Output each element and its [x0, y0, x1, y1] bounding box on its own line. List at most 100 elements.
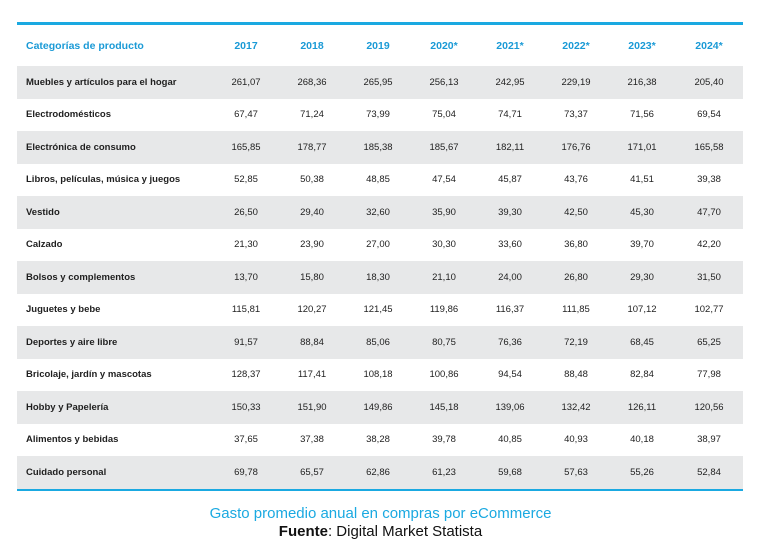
table-bottom-rule [17, 488, 743, 491]
table-cell-value: 205,40 [675, 66, 743, 99]
table-row: Deportes y aire libre 91,57 88,84 85,06 80,7… [17, 326, 743, 359]
table-cell-value: 151,90 [279, 391, 345, 424]
table-cell-value: 41,51 [630, 174, 654, 186]
table-cell-value: 40,93 [564, 434, 588, 446]
table-cell-value: 43,76 [564, 174, 588, 186]
table-cell-value: 26,80 [543, 261, 609, 294]
table-cell-value: 65,57 [279, 456, 345, 489]
column-header-year: 2020* [430, 39, 458, 52]
table-cell-value: 94,54 [498, 369, 522, 381]
table-cell-value: 35,90 [411, 196, 477, 229]
table-cell-value: 23,90 [300, 239, 324, 251]
table-cell-value: 75,04 [432, 109, 456, 121]
table-cell-value: 39,38 [697, 174, 721, 186]
table-cell-value: 216,38 [609, 66, 675, 99]
table-cell-value: 24,00 [477, 261, 543, 294]
chart-caption-source: Fuente: Digital Market Statista [0, 523, 761, 540]
table-row: Cuidado personal 69,78 65,57 62,86 61,23 59,6… [17, 456, 743, 489]
table-cell-value: 27,00 [366, 239, 390, 251]
table-cell-value: 115,81 [231, 304, 261, 316]
table-cell-value: 42,20 [697, 239, 721, 251]
table-cell-value: 71,24 [300, 109, 324, 121]
row-category-label: Juguetes y bebe [26, 304, 101, 316]
table-cell-value: 39,78 [432, 434, 456, 446]
table-cell-value: 256,13 [411, 66, 477, 99]
table-cell-value: 68,45 [609, 326, 675, 359]
table-cell-value: 185,38 [345, 131, 411, 164]
table-cell-value: 165,58 [675, 131, 743, 164]
table-cell-value: 182,11 [477, 131, 543, 164]
table-cell-value: 171,01 [609, 131, 675, 164]
table-cell-value: 77,98 [697, 369, 721, 381]
table-cell-value: 33,60 [498, 239, 522, 251]
table-cell-value: 71,56 [630, 109, 654, 121]
table-cell-value: 132,42 [543, 391, 609, 424]
table-cell-value: 57,63 [543, 456, 609, 489]
row-category-label: Electrónica de consumo [17, 131, 213, 164]
table-cell-value: 121,45 [363, 304, 393, 316]
table-cell-value: 59,68 [477, 456, 543, 489]
table-row: Calzado 21,30 23,90 27,00 30,30 33,60 36,80 39,… [17, 229, 743, 262]
table-cell-value: 13,70 [213, 261, 279, 294]
source-text: : Digital Market Statista [327, 523, 483, 540]
table-cell-value: 29,30 [609, 261, 675, 294]
table-row: Vestido 26,50 29,40 32,60 35,90 39,30 42,50 45,… [17, 196, 743, 229]
table-cell-value: 69,78 [213, 456, 279, 489]
table-cell-value: 82,84 [630, 369, 654, 381]
table-cell-value: 52,85 [234, 174, 258, 186]
column-header-year: 2019 [366, 39, 390, 52]
table-cell-value: 65,25 [675, 326, 743, 359]
table-row: Hobby y Papelería 150,33 151,90 149,86 145,1… [17, 391, 743, 424]
table-row: Electrónica de consumo 165,85 178,77 185,38… [17, 131, 743, 164]
table-cell-value: 261,07 [213, 66, 279, 99]
row-category-label: Vestido [17, 196, 213, 229]
table-cell-value: 62,86 [345, 456, 411, 489]
data-table-container: Categorías de producto 2017 2018 2019 2020* 2… [17, 22, 743, 491]
table-cell-value: 120,27 [297, 304, 327, 316]
table-cell-value: 15,80 [279, 261, 345, 294]
table-cell-value: 265,95 [345, 66, 411, 99]
table-cell-value: 42,50 [543, 196, 609, 229]
table-cell-value: 88,48 [564, 369, 588, 381]
table-cell-value: 72,19 [543, 326, 609, 359]
table-cell-value: 36,80 [564, 239, 588, 251]
table-cell-value: 185,67 [411, 131, 477, 164]
table-cell-value: 120,56 [675, 391, 743, 424]
table-body: Muebles y artículos para el hogar 261,07 2… [17, 66, 743, 489]
column-header-year: 2022* [562, 39, 590, 52]
table-cell-value: 150,33 [213, 391, 279, 424]
table-cell-value: 38,97 [697, 434, 721, 446]
table-cell-value: 229,19 [543, 66, 609, 99]
table-cell-value: 139,06 [477, 391, 543, 424]
row-category-label: Calzado [26, 239, 63, 251]
table-cell-value: 29,40 [279, 196, 345, 229]
table-cell-value: 47,54 [432, 174, 456, 186]
table-cell-value: 21,10 [411, 261, 477, 294]
table-header-row: Categorías de producto 2017 2018 2019 2020* 2… [17, 25, 743, 66]
table-cell-value: 242,95 [477, 66, 543, 99]
table-row: Bolsos y complementos 13,70 15,80 18,30 21,1… [17, 261, 743, 294]
table-row: Electrodomésticos 67,47 71,24 73,99 75,04 74,… [17, 99, 743, 132]
column-header-year: 2023* [628, 39, 656, 52]
table-cell-value: 111,85 [562, 304, 590, 316]
data-table: Categorías de producto 2017 2018 2019 2020* 2… [17, 25, 743, 489]
table-cell-value: 40,18 [630, 434, 654, 446]
table-cell-value: 145,18 [411, 391, 477, 424]
row-category-label: Cuidado personal [17, 456, 213, 489]
table-cell-value: 149,86 [345, 391, 411, 424]
table-cell-value: 37,38 [300, 434, 324, 446]
table-cell-value: 32,60 [345, 196, 411, 229]
table-cell-value: 126,11 [609, 391, 675, 424]
table-cell-value: 88,84 [279, 326, 345, 359]
row-category-label: Alimentos y bebidas [26, 434, 119, 446]
table-row: Bricolaje, jardín y mascotas 128,37 117,41… [17, 359, 743, 392]
row-category-label: Electrodomésticos [26, 109, 111, 121]
table-cell-value: 48,85 [366, 174, 390, 186]
column-header-year: 2021* [496, 39, 524, 52]
table-cell-value: 73,99 [366, 109, 390, 121]
table-cell-value: 31,50 [675, 261, 743, 294]
table-cell-value: 102,77 [694, 304, 724, 316]
table-cell-value: 91,57 [213, 326, 279, 359]
table-cell-value: 38,28 [366, 434, 390, 446]
column-header-year: 2017 [234, 39, 258, 52]
